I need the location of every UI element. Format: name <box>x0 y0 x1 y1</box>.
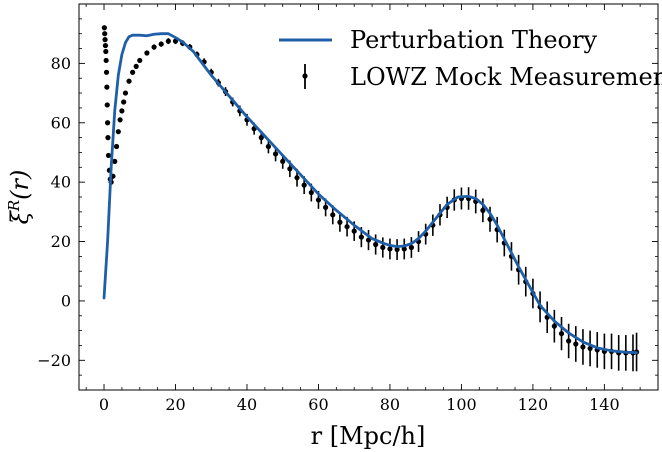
mock-point <box>165 38 171 44</box>
x-tick-labels: 0 20 40 60 80 100 120 140 <box>99 395 620 414</box>
mock-point <box>580 344 586 350</box>
mock-point <box>103 57 109 64</box>
x-tick-label: 100 <box>446 395 477 414</box>
x-tick-label: 60 <box>308 395 328 414</box>
legend-theory-label: Perturbation Theory <box>350 26 597 54</box>
y-major-ticks <box>79 62 658 361</box>
y-axis-label-superscript: R <box>5 200 23 212</box>
mock-point <box>105 152 112 159</box>
mock-point <box>587 345 593 352</box>
y-tick-labels: −20 0 20 40 60 80 <box>37 54 71 370</box>
y-axis-label-argument: (r) <box>6 170 34 200</box>
y-tick-label: 20 <box>51 232 71 251</box>
mock-point <box>358 234 364 240</box>
mock-point <box>373 241 379 248</box>
legend-mock-label: LOWZ Mock Measurement <box>350 63 662 91</box>
mock-point <box>308 189 314 196</box>
mock-point <box>119 108 125 114</box>
mock-point <box>294 175 300 181</box>
mock-point <box>104 120 111 126</box>
mock-point <box>102 42 109 49</box>
x-minor-ticks <box>85 4 641 390</box>
mock-point <box>380 244 386 251</box>
mock-point <box>121 99 127 105</box>
mock-point <box>280 158 286 164</box>
x-axis-label: r [Mpc/h] <box>311 422 426 450</box>
mock-point <box>323 204 329 210</box>
mock-point <box>103 69 110 75</box>
y-tick-label: 60 <box>51 113 71 132</box>
mock-point <box>272 151 279 157</box>
mock-point <box>330 212 336 218</box>
mock-point <box>566 338 572 344</box>
mock-point <box>102 37 108 43</box>
mock-point <box>480 207 486 213</box>
mock-point <box>101 25 107 31</box>
mock-point <box>126 78 132 84</box>
mock-point <box>573 341 579 347</box>
svg-text:ξR(r): ξR(r) <box>5 170 34 225</box>
y-axis-label: ξR(r) <box>5 170 34 225</box>
mock-point <box>258 135 264 141</box>
x-tick-label: 40 <box>237 395 257 414</box>
mock-point <box>394 246 400 253</box>
mock-point <box>558 330 565 337</box>
mock-point <box>105 135 111 141</box>
mock-point <box>365 237 372 243</box>
perturbation-theory-line <box>102 32 638 354</box>
x-major-ticks <box>103 4 605 390</box>
mock-point <box>401 246 407 252</box>
mock-point <box>387 246 393 252</box>
mock-point <box>408 244 414 251</box>
legend-mock-marker <box>302 73 308 79</box>
mock-point <box>351 228 357 234</box>
mock-point <box>137 57 143 64</box>
mock-point <box>287 166 293 172</box>
y-axis-label-symbol: ξ <box>6 209 34 224</box>
mock-point <box>158 41 164 47</box>
mock-point <box>115 129 121 135</box>
mock-point <box>104 102 110 108</box>
mock-point <box>102 31 108 37</box>
x-tick-label: 20 <box>165 395 185 414</box>
mock-point <box>104 84 110 90</box>
mock-point <box>122 90 129 96</box>
x-tick-label: 140 <box>589 395 620 414</box>
mock-point <box>113 143 120 150</box>
y-tick-label: −20 <box>37 351 71 370</box>
x-tick-label: 0 <box>99 395 109 414</box>
mock-point <box>344 224 350 230</box>
x-tick-label: 80 <box>380 395 400 414</box>
mock-point <box>112 158 118 164</box>
x-tick-label: 120 <box>518 395 549 414</box>
y-tick-label: 0 <box>61 291 71 310</box>
mock-point <box>315 197 322 203</box>
mock-point <box>133 63 139 69</box>
legend: Perturbation Theory LOWZ Mock Measuremen… <box>279 26 662 91</box>
mock-point <box>151 44 157 50</box>
y-tick-label: 40 <box>51 173 71 192</box>
plot-frame <box>78 3 659 391</box>
mock-point <box>130 69 136 75</box>
mock-point <box>551 323 557 329</box>
mock-point <box>117 117 123 123</box>
mock-point <box>103 48 109 55</box>
mock-point <box>144 50 150 56</box>
mock-point <box>265 143 272 150</box>
y-tick-label: 80 <box>51 54 71 73</box>
mock-point <box>301 182 307 188</box>
mock-point <box>337 219 343 225</box>
